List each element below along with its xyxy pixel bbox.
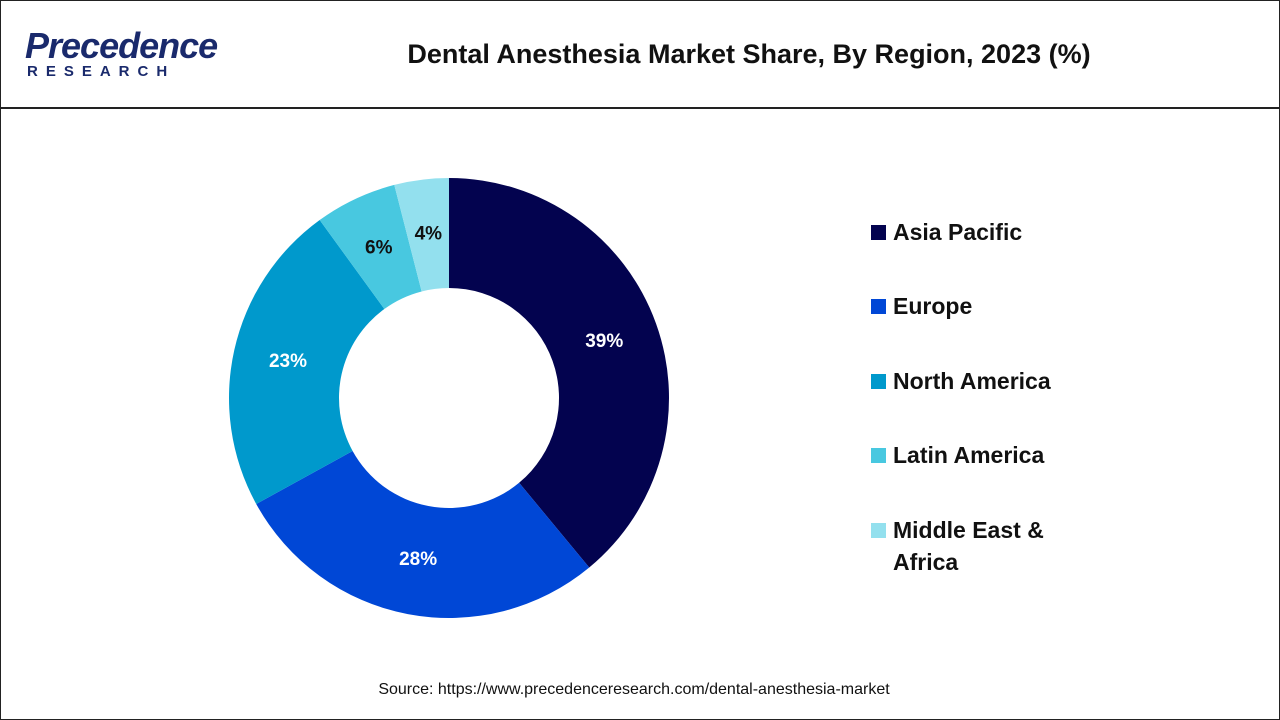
value-label: 28% bbox=[399, 549, 437, 570]
header: Precedence RESEARCH Dental Anesthesia Ma… bbox=[1, 1, 1279, 109]
donut-slice bbox=[229, 220, 385, 504]
legend-item: Asia Pacific bbox=[871, 216, 1093, 248]
donut-slice bbox=[256, 450, 590, 618]
legend-swatch bbox=[871, 299, 886, 314]
legend-item: Middle East & Africa bbox=[871, 514, 1093, 578]
legend-label: North America bbox=[893, 368, 1051, 394]
chart-title: Dental Anesthesia Market Share, By Regio… bbox=[407, 39, 1091, 69]
legend-item: Europe bbox=[871, 290, 1093, 322]
legend-label: Latin America bbox=[893, 442, 1045, 468]
value-label: 23% bbox=[269, 351, 307, 372]
value-label: 39% bbox=[585, 331, 623, 352]
logo-sub: RESEARCH bbox=[27, 63, 176, 80]
legend-label: Asia Pacific bbox=[893, 219, 1023, 245]
value-label: 4% bbox=[415, 223, 443, 244]
donut-slice bbox=[394, 178, 449, 292]
donut-slice bbox=[449, 178, 670, 568]
source: Source: https://www.precedenceresearch.c… bbox=[378, 681, 890, 698]
legend-swatch bbox=[871, 374, 886, 389]
value-label: 6% bbox=[365, 238, 393, 259]
legend-item: North America bbox=[871, 365, 1093, 397]
legend-label: Middle East & Africa bbox=[893, 517, 1044, 575]
logo-name: Precedence bbox=[25, 25, 218, 66]
legend-swatch bbox=[871, 448, 886, 463]
donut-slice bbox=[319, 184, 422, 310]
legend-swatch bbox=[871, 225, 886, 240]
legend-label: Europe bbox=[893, 293, 973, 319]
legend-swatch bbox=[871, 523, 886, 538]
legend-item: Latin America bbox=[871, 439, 1093, 471]
